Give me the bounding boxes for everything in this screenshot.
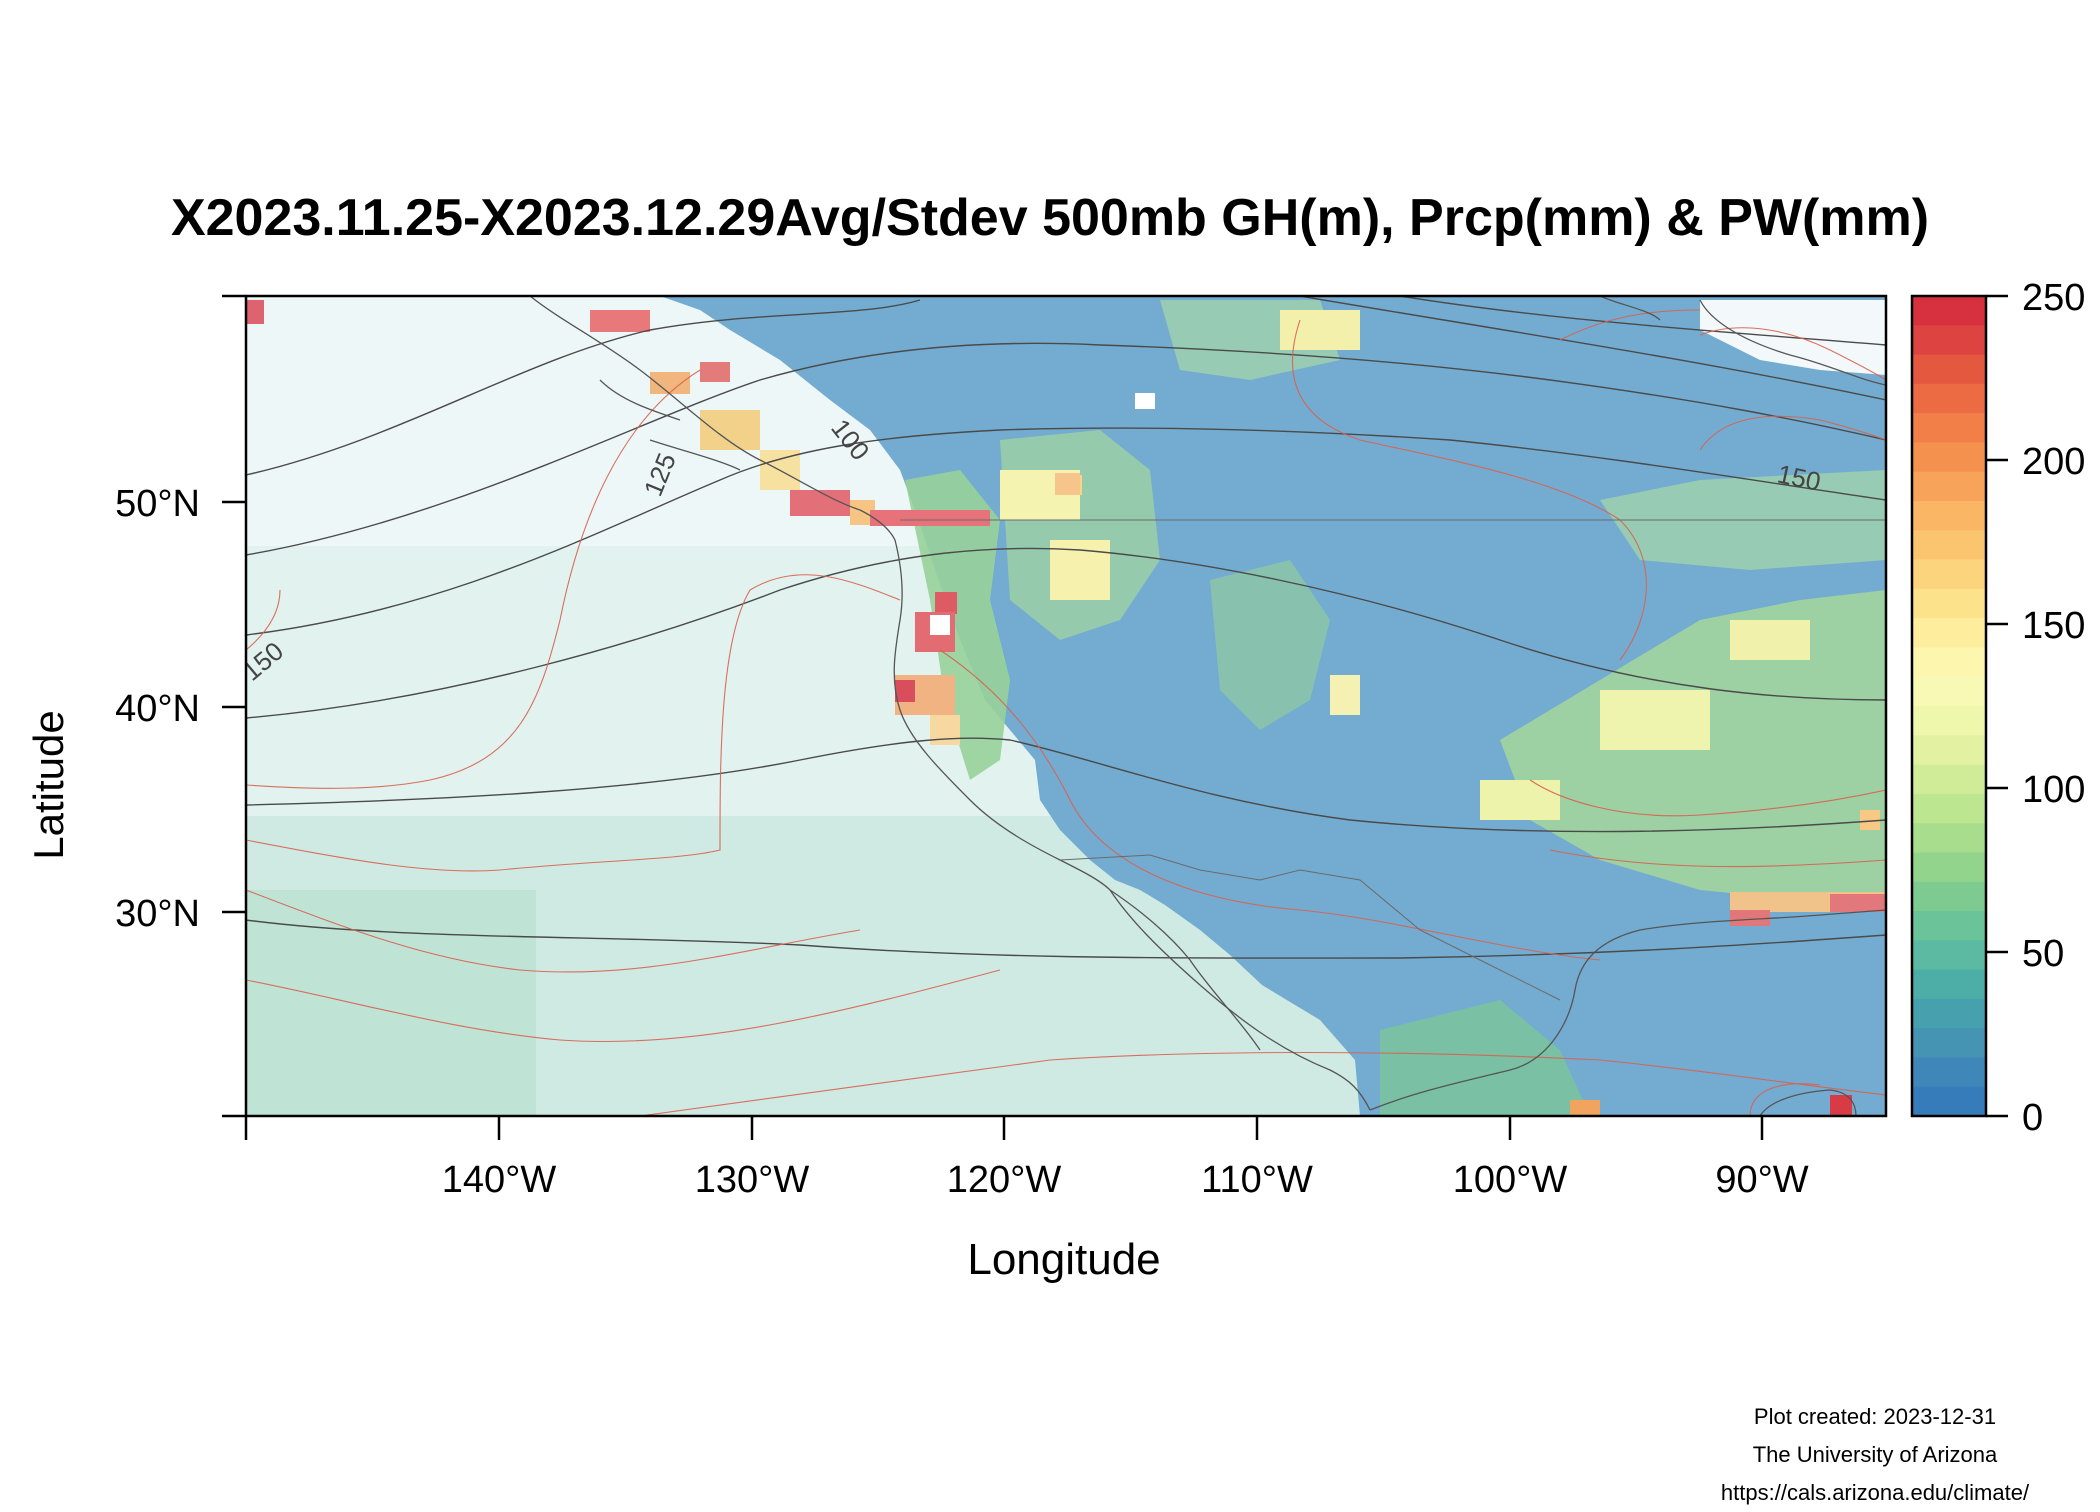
colorbar-swatch [1912, 647, 1986, 678]
land-green-south [1380, 1000, 1590, 1116]
colorbar-swatch [1912, 911, 1986, 941]
colorbar-swatch [1912, 1028, 1986, 1059]
y-tick-label: 50°N [115, 483, 200, 525]
colorbar-swatch [1912, 823, 1986, 854]
credit-url: https://cals.arizona.edu/climate/ [1720, 1480, 2030, 1505]
colorbar-swatch [1912, 735, 1986, 766]
ocean-band-tropic [246, 890, 536, 1116]
colorbar-swatch [1912, 559, 1986, 590]
credits: Plot created: 2023-12-31 The University … [1650, 1398, 2100, 1512]
land-green-coast [905, 470, 1010, 780]
colorbar-tick-label: 150 [2022, 605, 2085, 647]
colorbar-swatch [1912, 501, 1986, 531]
colorbar-tick-label: 250 [2022, 277, 2085, 319]
colorbar-swatch [1912, 940, 1986, 971]
map-panel: 100 125 150 150 [246, 296, 1886, 1116]
colorbar-swatch [1912, 764, 1986, 795]
colorbar-swatch [1912, 296, 1986, 326]
stdev-contours [246, 309, 1886, 1116]
x-tick-label: 130°W [695, 1159, 810, 1201]
colorbar-tick-label: 0 [2022, 1097, 2043, 1139]
x-axis-label: Longitude [967, 1235, 1161, 1284]
colorbar-swatch [1912, 530, 1986, 561]
x-tick-label: 120°W [947, 1159, 1062, 1201]
chart-title: X2023.11.25-X2023.12.29Avg/Stdev 500mb G… [170, 189, 1930, 247]
y-tick-label: 40°N [115, 688, 200, 730]
x-tick-label: 100°W [1453, 1159, 1568, 1201]
x-tick-label: 140°W [442, 1159, 557, 1201]
colorbar-swatch [1912, 852, 1986, 883]
y-tick-label: 30°N [115, 893, 200, 935]
x-tick-label: 110°W [1201, 1159, 1313, 1201]
colorbar-swatch [1912, 1086, 1986, 1117]
x-axis [244, 1116, 1764, 1140]
colorbar-swatch [1912, 325, 1986, 356]
colorbar-tick-label: 200 [2022, 441, 2085, 483]
colorbar-swatch [1912, 442, 1986, 473]
colorbar-tick-label: 50 [2022, 933, 2064, 975]
colorbar-swatch [1912, 881, 1986, 912]
colorbar-swatch [1912, 413, 1986, 444]
land-green-interior [1210, 560, 1330, 730]
colorbar-swatch [1912, 706, 1986, 736]
colorbar-swatch [1912, 998, 1986, 1029]
colorbar-swatch [1912, 676, 1986, 707]
credit-date: Plot created: 2023-12-31 [1753, 1404, 1997, 1429]
colorbar-swatch [1912, 471, 1986, 502]
colorbar-swatch [1912, 1057, 1986, 1088]
credit-org: The University of Arizona [1752, 1442, 1998, 1467]
coastlines [529, 296, 1886, 1116]
colorbar-swatch [1912, 793, 1986, 824]
colorbar [1912, 296, 1986, 1117]
heavy-precip-cells [246, 300, 1886, 1116]
colorbar-tick-label: 100 [2022, 769, 2085, 811]
colorbar-swatch [1912, 969, 1986, 1000]
borders [900, 519, 1886, 1001]
y-axis [222, 294, 246, 1118]
colorbar-swatch [1912, 383, 1986, 414]
colorbar-swatch [1912, 618, 1986, 649]
colorbar-swatch [1912, 354, 1986, 385]
colorbar-frame [1910, 294, 1988, 1118]
x-tick-label: 90°W [1715, 1159, 1808, 1201]
height-contours [246, 296, 1886, 959]
colorbar-ticks [1986, 294, 2008, 1118]
colorbar-swatch [1912, 588, 1986, 619]
